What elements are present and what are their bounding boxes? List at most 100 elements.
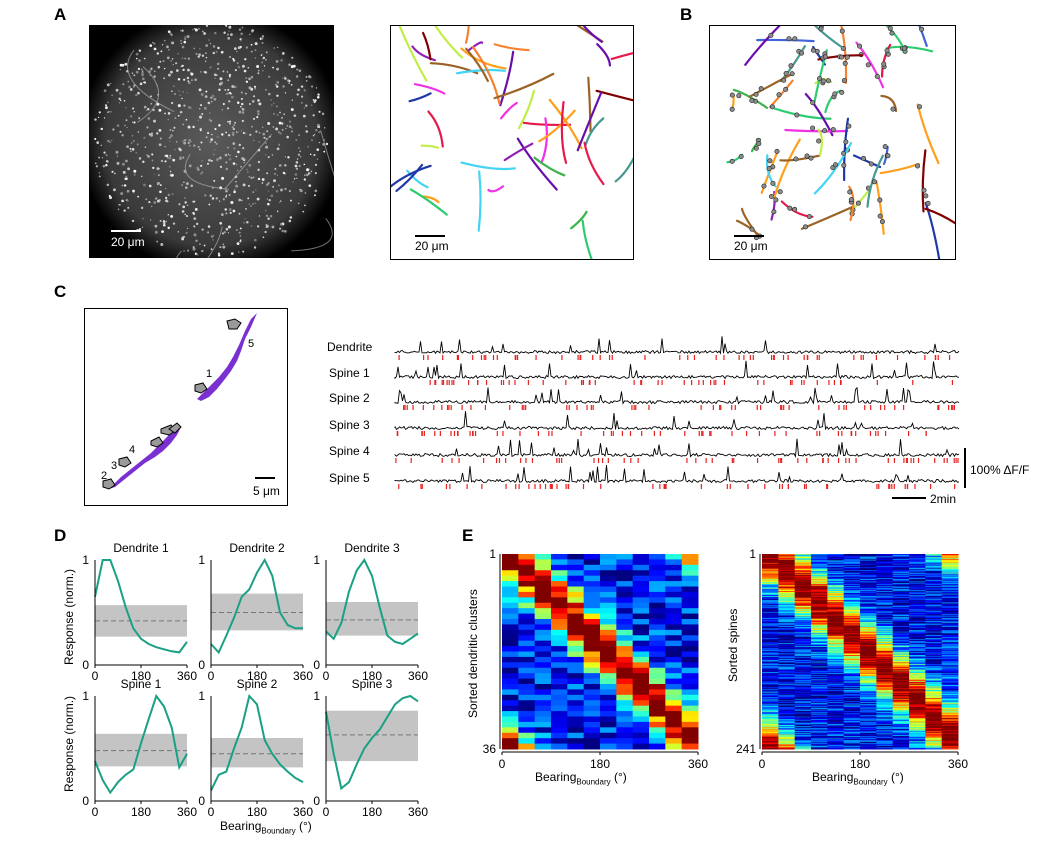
heatmap-cell	[860, 698, 877, 701]
heatmap-cell	[794, 625, 812, 627]
heatmap-cell	[860, 640, 877, 642]
heatmap-cell	[892, 709, 910, 711]
heatmap-cell	[909, 669, 926, 672]
speckle	[209, 141, 212, 144]
heatmap-cell	[941, 663, 959, 665]
heatmap-cell	[860, 584, 877, 587]
heatmap-cell	[778, 592, 796, 594]
spine-mark	[803, 224, 809, 230]
heatmap-cell	[762, 554, 779, 557]
heatmap-cell	[665, 629, 683, 636]
speckle	[129, 115, 133, 118]
heatmap-cell	[551, 678, 568, 685]
heatmap-cell	[616, 575, 634, 582]
heatmap-cell	[778, 717, 796, 719]
speckle	[164, 160, 167, 163]
heatmap-cell	[778, 748, 796, 750]
speckle	[201, 54, 205, 57]
heatmap-cell	[811, 726, 828, 728]
heatmap-cell	[778, 718, 796, 720]
heatmap-cell	[616, 629, 634, 636]
heatmap-cell	[860, 578, 877, 580]
heatmap-cell	[909, 686, 926, 689]
speckle	[286, 125, 289, 127]
heatmap-cell	[794, 659, 812, 662]
heatmap-cell	[860, 562, 877, 564]
heatmap-cell	[518, 554, 536, 560]
calcium-trace	[394, 411, 960, 431]
heatmap-cell	[827, 671, 845, 673]
heatmap-cell	[925, 708, 943, 710]
heatmap-cell	[551, 738, 568, 745]
heatmap-cell	[778, 672, 796, 674]
heatmap-cell	[925, 587, 943, 590]
heatmap-cell	[941, 579, 959, 581]
heatmap-cell	[827, 562, 845, 565]
heatmap-cell	[941, 629, 959, 631]
speckle	[122, 170, 126, 174]
spine-mark	[771, 209, 777, 215]
heatmap-cell	[762, 567, 779, 570]
heatmap-cell	[909, 706, 926, 709]
speckle	[182, 205, 186, 209]
heatmap-cell	[794, 680, 812, 682]
heatmap-cell	[925, 696, 943, 698]
heatmap-cell	[778, 562, 796, 565]
heatmap-cell	[892, 626, 910, 629]
speckle	[136, 143, 139, 146]
heatmap-cell	[649, 656, 666, 663]
heatmap-cell	[827, 707, 845, 710]
heatmap-cell	[811, 737, 828, 739]
speckle	[180, 65, 183, 68]
heatmap-cell	[551, 564, 568, 571]
heatmap-cell	[892, 598, 910, 600]
heatmap-cell	[843, 650, 861, 652]
heatmap-cell	[778, 583, 796, 585]
speckle	[200, 172, 203, 175]
heatmap-cell	[762, 702, 779, 704]
speckle	[109, 141, 112, 144]
heatmap-cell	[860, 573, 877, 575]
heatmap-cell	[941, 638, 959, 641]
heatmap-cell	[925, 711, 943, 714]
speckle	[238, 231, 241, 234]
heatmap-cell	[778, 705, 796, 707]
spine-mark	[783, 70, 789, 76]
heatmap-cell	[665, 608, 683, 615]
heatmap-cell	[827, 563, 845, 566]
heatmap-cell	[876, 685, 894, 688]
heatmap-cell	[925, 600, 943, 602]
heatmap-cell	[941, 709, 959, 711]
heatmap-cell	[925, 630, 943, 632]
heatmap-cell	[925, 627, 943, 629]
heatmap-cell	[811, 660, 828, 663]
heatmap-cell	[827, 598, 845, 600]
speckle	[187, 249, 190, 252]
heatmap-cell	[827, 744, 845, 746]
heatmap-cell	[794, 685, 812, 687]
heatmap-cell	[811, 736, 828, 739]
dendrite-segment	[813, 141, 853, 195]
heatmap-cell	[941, 699, 959, 701]
speckle	[233, 147, 236, 150]
heatmap-cell	[762, 637, 779, 639]
speckle	[290, 84, 293, 86]
speckle	[227, 120, 229, 123]
heatmap-cell	[909, 626, 926, 628]
heatmap-cell	[632, 629, 650, 636]
heatmap-cell	[762, 745, 779, 748]
heatmap-cell	[892, 606, 910, 608]
heatmap-cell	[843, 696, 861, 698]
y-tick-label: 0	[313, 658, 320, 672]
heatmap-cell	[860, 579, 877, 581]
heatmap-cell	[827, 596, 845, 598]
heatmap-cell	[860, 616, 877, 618]
speckle	[128, 85, 131, 89]
heatmap-cell	[892, 668, 910, 671]
heatmap-cell	[892, 667, 910, 669]
speckle	[204, 71, 208, 74]
heatmap-cell	[778, 573, 796, 575]
speckle	[305, 80, 308, 82]
heatmap-cell	[843, 664, 861, 667]
heatmap-cell	[778, 640, 796, 642]
